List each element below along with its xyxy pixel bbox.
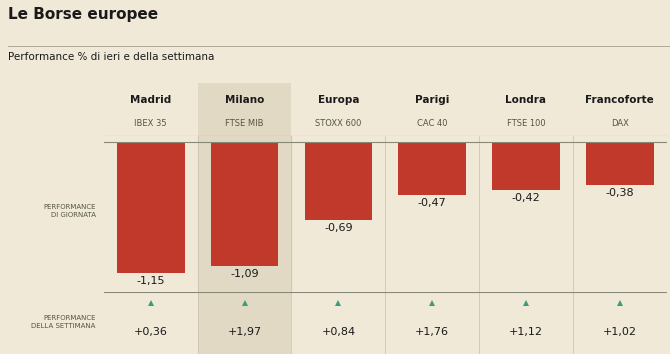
Text: STOXX 600: STOXX 600 [315, 119, 362, 128]
Text: -0,38: -0,38 [606, 188, 634, 198]
Text: -1,15: -1,15 [137, 275, 165, 286]
Bar [305, 142, 372, 221]
Bar [211, 142, 278, 266]
Text: +1,97: +1,97 [228, 327, 261, 337]
Text: CAC 40: CAC 40 [417, 119, 448, 128]
Bar [586, 142, 653, 185]
Text: FTSE MIB: FTSE MIB [225, 119, 264, 128]
Text: Performance % di ieri e della settimana: Performance % di ieri e della settimana [8, 52, 214, 62]
Text: -0,42: -0,42 [512, 193, 540, 202]
Text: Madrid: Madrid [130, 95, 172, 105]
Text: Milano: Milano [225, 95, 264, 105]
Text: +1,02: +1,02 [603, 327, 636, 337]
Text: DAX: DAX [611, 119, 628, 128]
Bar [198, 83, 291, 136]
Text: -0,47: -0,47 [418, 198, 446, 208]
Text: IBEX 35: IBEX 35 [135, 119, 167, 128]
Text: Francoforte: Francoforte [586, 95, 654, 105]
Text: Europa: Europa [318, 95, 359, 105]
Text: +0,84: +0,84 [322, 327, 355, 337]
Text: Londra: Londra [505, 95, 547, 105]
Bar [492, 142, 559, 190]
Bar [198, 136, 291, 292]
Text: -0,69: -0,69 [324, 223, 352, 233]
Text: +0,36: +0,36 [134, 327, 168, 337]
Bar [198, 292, 291, 354]
Bar [399, 142, 466, 195]
Text: Le Borse europee: Le Borse europee [8, 7, 158, 22]
Text: PERFORMANCE
DI GIORNATA: PERFORMANCE DI GIORNATA [43, 204, 96, 218]
Text: +1,12: +1,12 [509, 327, 543, 337]
Bar [117, 142, 184, 273]
Text: FTSE 100: FTSE 100 [507, 119, 545, 128]
Text: +1,76: +1,76 [415, 327, 449, 337]
Text: Parigi: Parigi [415, 95, 450, 105]
Text: PERFORMANCE
DELLA SETTIMANA: PERFORMANCE DELLA SETTIMANA [31, 315, 96, 329]
Text: -1,09: -1,09 [230, 269, 259, 279]
